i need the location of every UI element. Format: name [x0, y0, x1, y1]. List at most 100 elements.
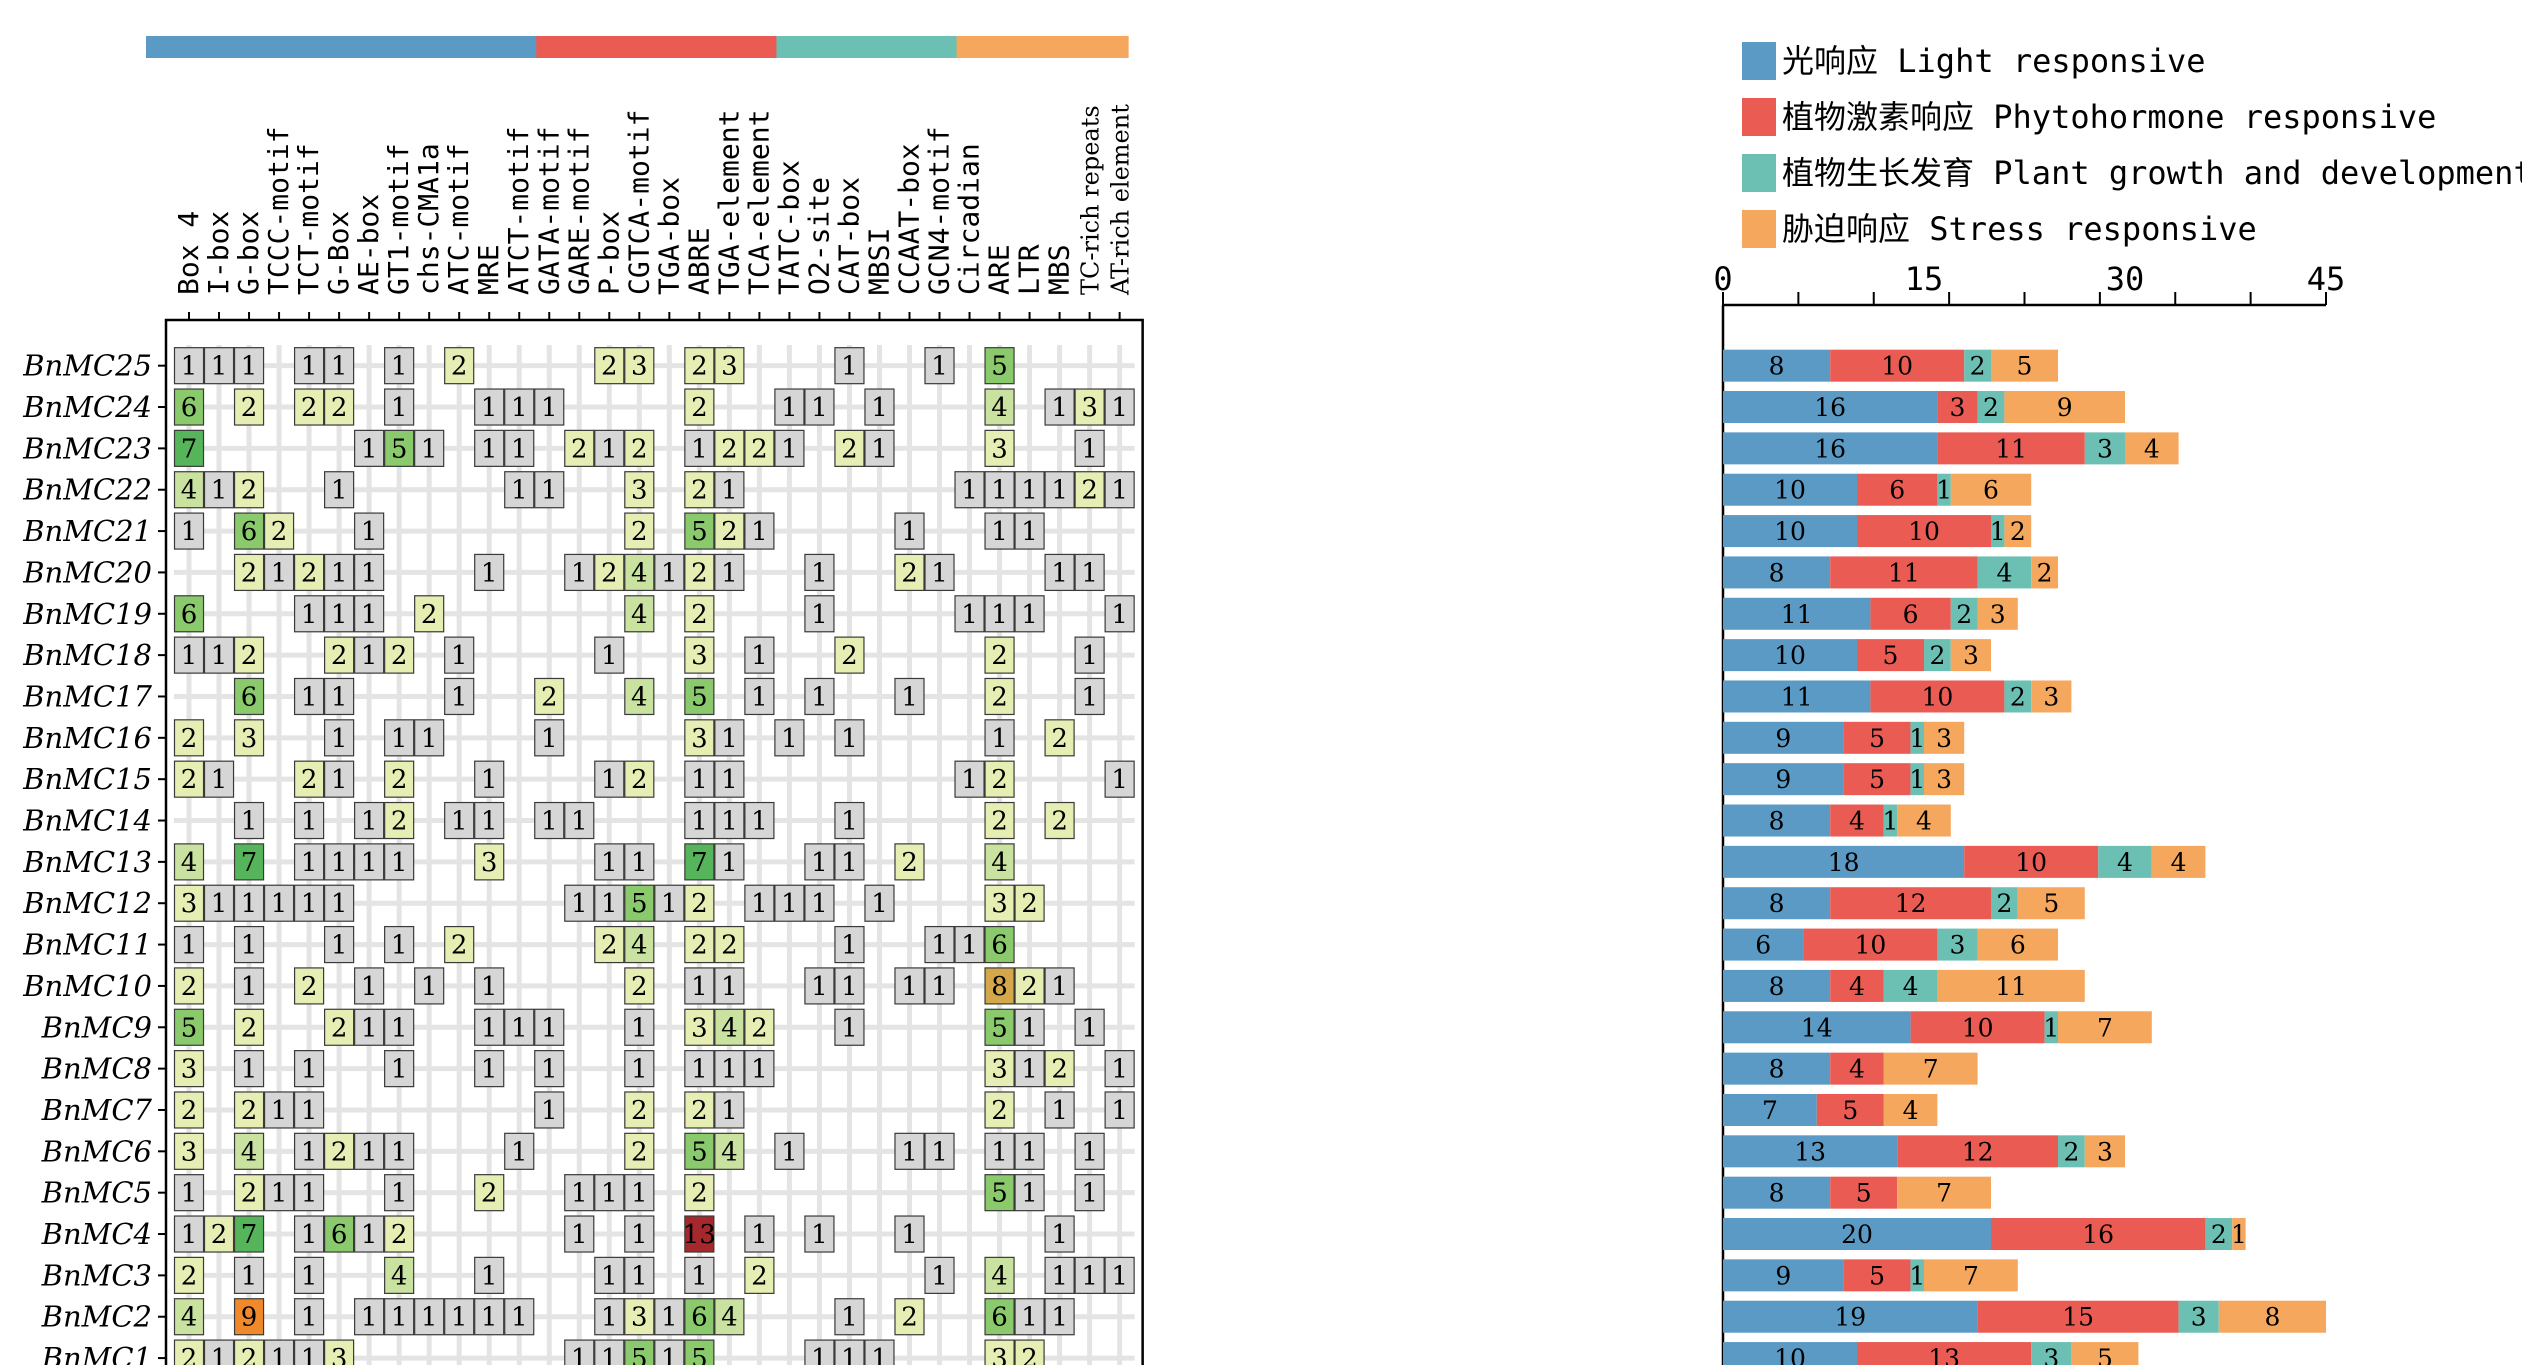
cell-value-bnmc23-box-4: 7 — [181, 434, 198, 464]
bar-label-bnmc6-series-3: 3 — [2097, 1137, 2113, 1166]
bar-label-bnmc12-series-0: 8 — [1769, 889, 1785, 918]
bar-label-bnmc3-series-2: 1 — [1909, 1261, 1925, 1290]
cell-value-bnmc7-are: 2 — [991, 1096, 1008, 1126]
cell-value-bnmc6-abre: 5 — [691, 1137, 708, 1167]
bar-label-bnmc21-series-3: 2 — [2010, 517, 2026, 546]
cell-bnmc23-are — [984, 429, 1015, 467]
col-label-o2-site: O2-site — [802, 177, 835, 295]
cell-bnmc13-tct-motif — [293, 843, 325, 881]
cell-value-bnmc1-are: 3 — [991, 1344, 1008, 1365]
bar-label-bnmc18-series-1: 5 — [1883, 641, 1899, 670]
cell-bnmc5-g-box — [233, 1174, 265, 1212]
cell-value-bnmc21-cgtca-motif: 2 — [631, 517, 648, 547]
cell-bnmc18-gt1-motif — [384, 636, 415, 674]
bar-bnmc17-series-1 — [1870, 680, 2005, 713]
bar-label-bnmc24-series-1: 3 — [1950, 393, 1966, 422]
column-labels: Box 4I-boxG-boxTCCC-motifTCT-motifG-BoxA… — [172, 104, 1135, 296]
legend-swatch-1 — [1742, 98, 1776, 136]
cell-value-bnmc1-g-box: 3 — [331, 1344, 348, 1365]
bar-bnmc18-series-3 — [1950, 639, 1991, 672]
cell-bnmc3-tct-motif — [293, 1256, 325, 1294]
cell-value-bnmc1-ltr: 2 — [1021, 1344, 1038, 1365]
cell-value-bnmc8-tca-element: 1 — [751, 1055, 768, 1085]
bar-label-bnmc1-series-2: 3 — [2043, 1344, 2059, 1365]
cell-bnmc20-tct-motif — [293, 553, 325, 592]
bar-bnmc20-series-1 — [1830, 556, 1978, 589]
cell-value-bnmc21-tca-element: 1 — [751, 517, 768, 547]
cell-value-bnmc11-tga-element: 2 — [721, 931, 738, 961]
row-label-bnmc21: BnMC21 — [22, 514, 152, 548]
cell-bnmc1-i-box — [203, 1339, 235, 1365]
cell-value-bnmc3-mbs: 1 — [1051, 1261, 1068, 1291]
cell-value-bnmc6-tc-rich-repeats: 1 — [1081, 1137, 1098, 1167]
row-label-bnmc25: BnMC25 — [22, 349, 152, 383]
cell-bnmc20-gare-motif — [564, 553, 595, 592]
row-label-bnmc18: BnMC18 — [22, 638, 152, 672]
bar-bnmc23-series-0 — [1723, 432, 1938, 465]
bar-label-bnmc22-series-0: 10 — [1774, 476, 1806, 505]
legend-label-2: 植物生长发育 Plant growth and development — [1782, 154, 2522, 192]
cell-value-bnmc13-cat-box: 1 — [841, 848, 858, 878]
bar-label-bnmc5-series-0: 8 — [1769, 1179, 1785, 1208]
bar-label-bnmc15-series-1: 5 — [1869, 765, 1885, 794]
cell-value-bnmc21-abre: 5 — [691, 517, 708, 547]
cell-bnmc5-tc-rich-repeats — [1074, 1174, 1105, 1212]
bar-label-bnmc8-series-3: 7 — [1923, 1055, 1939, 1084]
bar-bnmc15-series-3 — [1924, 763, 1965, 796]
bar-label-bnmc13-series-1: 10 — [2015, 848, 2047, 877]
cell-bnmc5-tccc-motif — [263, 1174, 295, 1212]
cell-bnmc12-ltr — [1014, 884, 1045, 922]
cell-bnmc20-p-box — [594, 553, 625, 592]
cell-value-bnmc3-gcn4-motif: 1 — [931, 1261, 948, 1291]
cell-bnmc2-p-box — [594, 1298, 625, 1336]
bar-label-bnmc16-series-1: 5 — [1869, 724, 1885, 753]
bar-label-bnmc19-series-2: 2 — [1956, 600, 1972, 629]
cell-value-bnmc20-p-box: 2 — [601, 558, 618, 588]
cell-value-bnmc8-ltr: 1 — [1021, 1055, 1038, 1085]
cell-value-bnmc22-cgtca-motif: 3 — [631, 476, 648, 506]
bar-label-bnmc11-series-0: 6 — [1755, 931, 1771, 960]
cell-bnmc20-o2-site — [804, 553, 835, 592]
cell-bnmc18-g-box — [324, 636, 355, 674]
bar-bnmc4-series-0 — [1723, 1218, 1991, 1251]
bar-label-bnmc17-series-1: 10 — [1921, 682, 1953, 711]
cell-value-bnmc15-tga-element: 1 — [721, 765, 738, 795]
cell-bnmc16-g-box — [324, 719, 355, 757]
cell-value-bnmc23-cat-box: 2 — [841, 434, 858, 464]
bar-bnmc10-series-3 — [1937, 969, 2085, 1002]
col-label-gare-motif: GARE-motif — [562, 126, 595, 295]
cell-value-bnmc9-tca-element: 2 — [751, 1013, 768, 1043]
cell-bnmc3-cgtca-motif — [624, 1256, 655, 1294]
cell-bnmc11-circadian — [954, 925, 985, 964]
bar-label-bnmc19-series-3: 3 — [1990, 600, 2006, 629]
cell-value-bnmc23-mbsi: 1 — [871, 434, 888, 464]
cell-bnmc4-g-box — [324, 1215, 355, 1253]
cell-value-bnmc4-abre: 13 — [683, 1220, 716, 1250]
cell-value-bnmc20-ccaat-box: 2 — [901, 558, 918, 588]
bar-bnmc24-series-2 — [1977, 391, 2005, 424]
cell-value-bnmc24-tct-motif: 2 — [301, 393, 318, 423]
cell-bnmc6-box-4 — [173, 1132, 205, 1170]
cell-bnmc22-abre — [684, 471, 715, 509]
cell-value-bnmc14-are: 2 — [991, 807, 1008, 837]
cell-bnmc11-g-box — [324, 925, 355, 964]
bar-label-bnmc21-series-2: 1 — [1990, 517, 2006, 546]
bar-bnmc1-series-0 — [1723, 1342, 1857, 1365]
cell-value-bnmc11-circadian: 1 — [961, 931, 978, 961]
cell-bnmc10-abre — [684, 967, 715, 1005]
cell-bnmc4-gt1-motif — [384, 1215, 415, 1253]
cell-bnmc20-cgtca-motif — [624, 553, 655, 592]
cell-value-bnmc3-cgtca-motif: 1 — [631, 1261, 648, 1291]
bar-label-bnmc5-series-3: 7 — [1936, 1179, 1952, 1208]
cell-bnmc20-gcn4-motif — [924, 553, 955, 592]
cell-bnmc21-tga-element — [714, 512, 745, 550]
cell-bnmc5-tct-motif — [293, 1174, 325, 1212]
cell-bnmc10-cat-box — [834, 967, 865, 1005]
cell-value-bnmc1-g-box: 2 — [241, 1344, 258, 1365]
cell-bnmc22-i-box — [203, 471, 235, 509]
cell-value-bnmc2-ccaat-box: 2 — [901, 1303, 918, 1333]
bar-bnmc24-series-0 — [1723, 391, 1938, 424]
cell-value-bnmc24-mbsi: 1 — [871, 393, 888, 423]
cell-value-bnmc17-cgtca-motif: 4 — [631, 682, 648, 712]
cell-bnmc16-box-4 — [173, 719, 205, 757]
